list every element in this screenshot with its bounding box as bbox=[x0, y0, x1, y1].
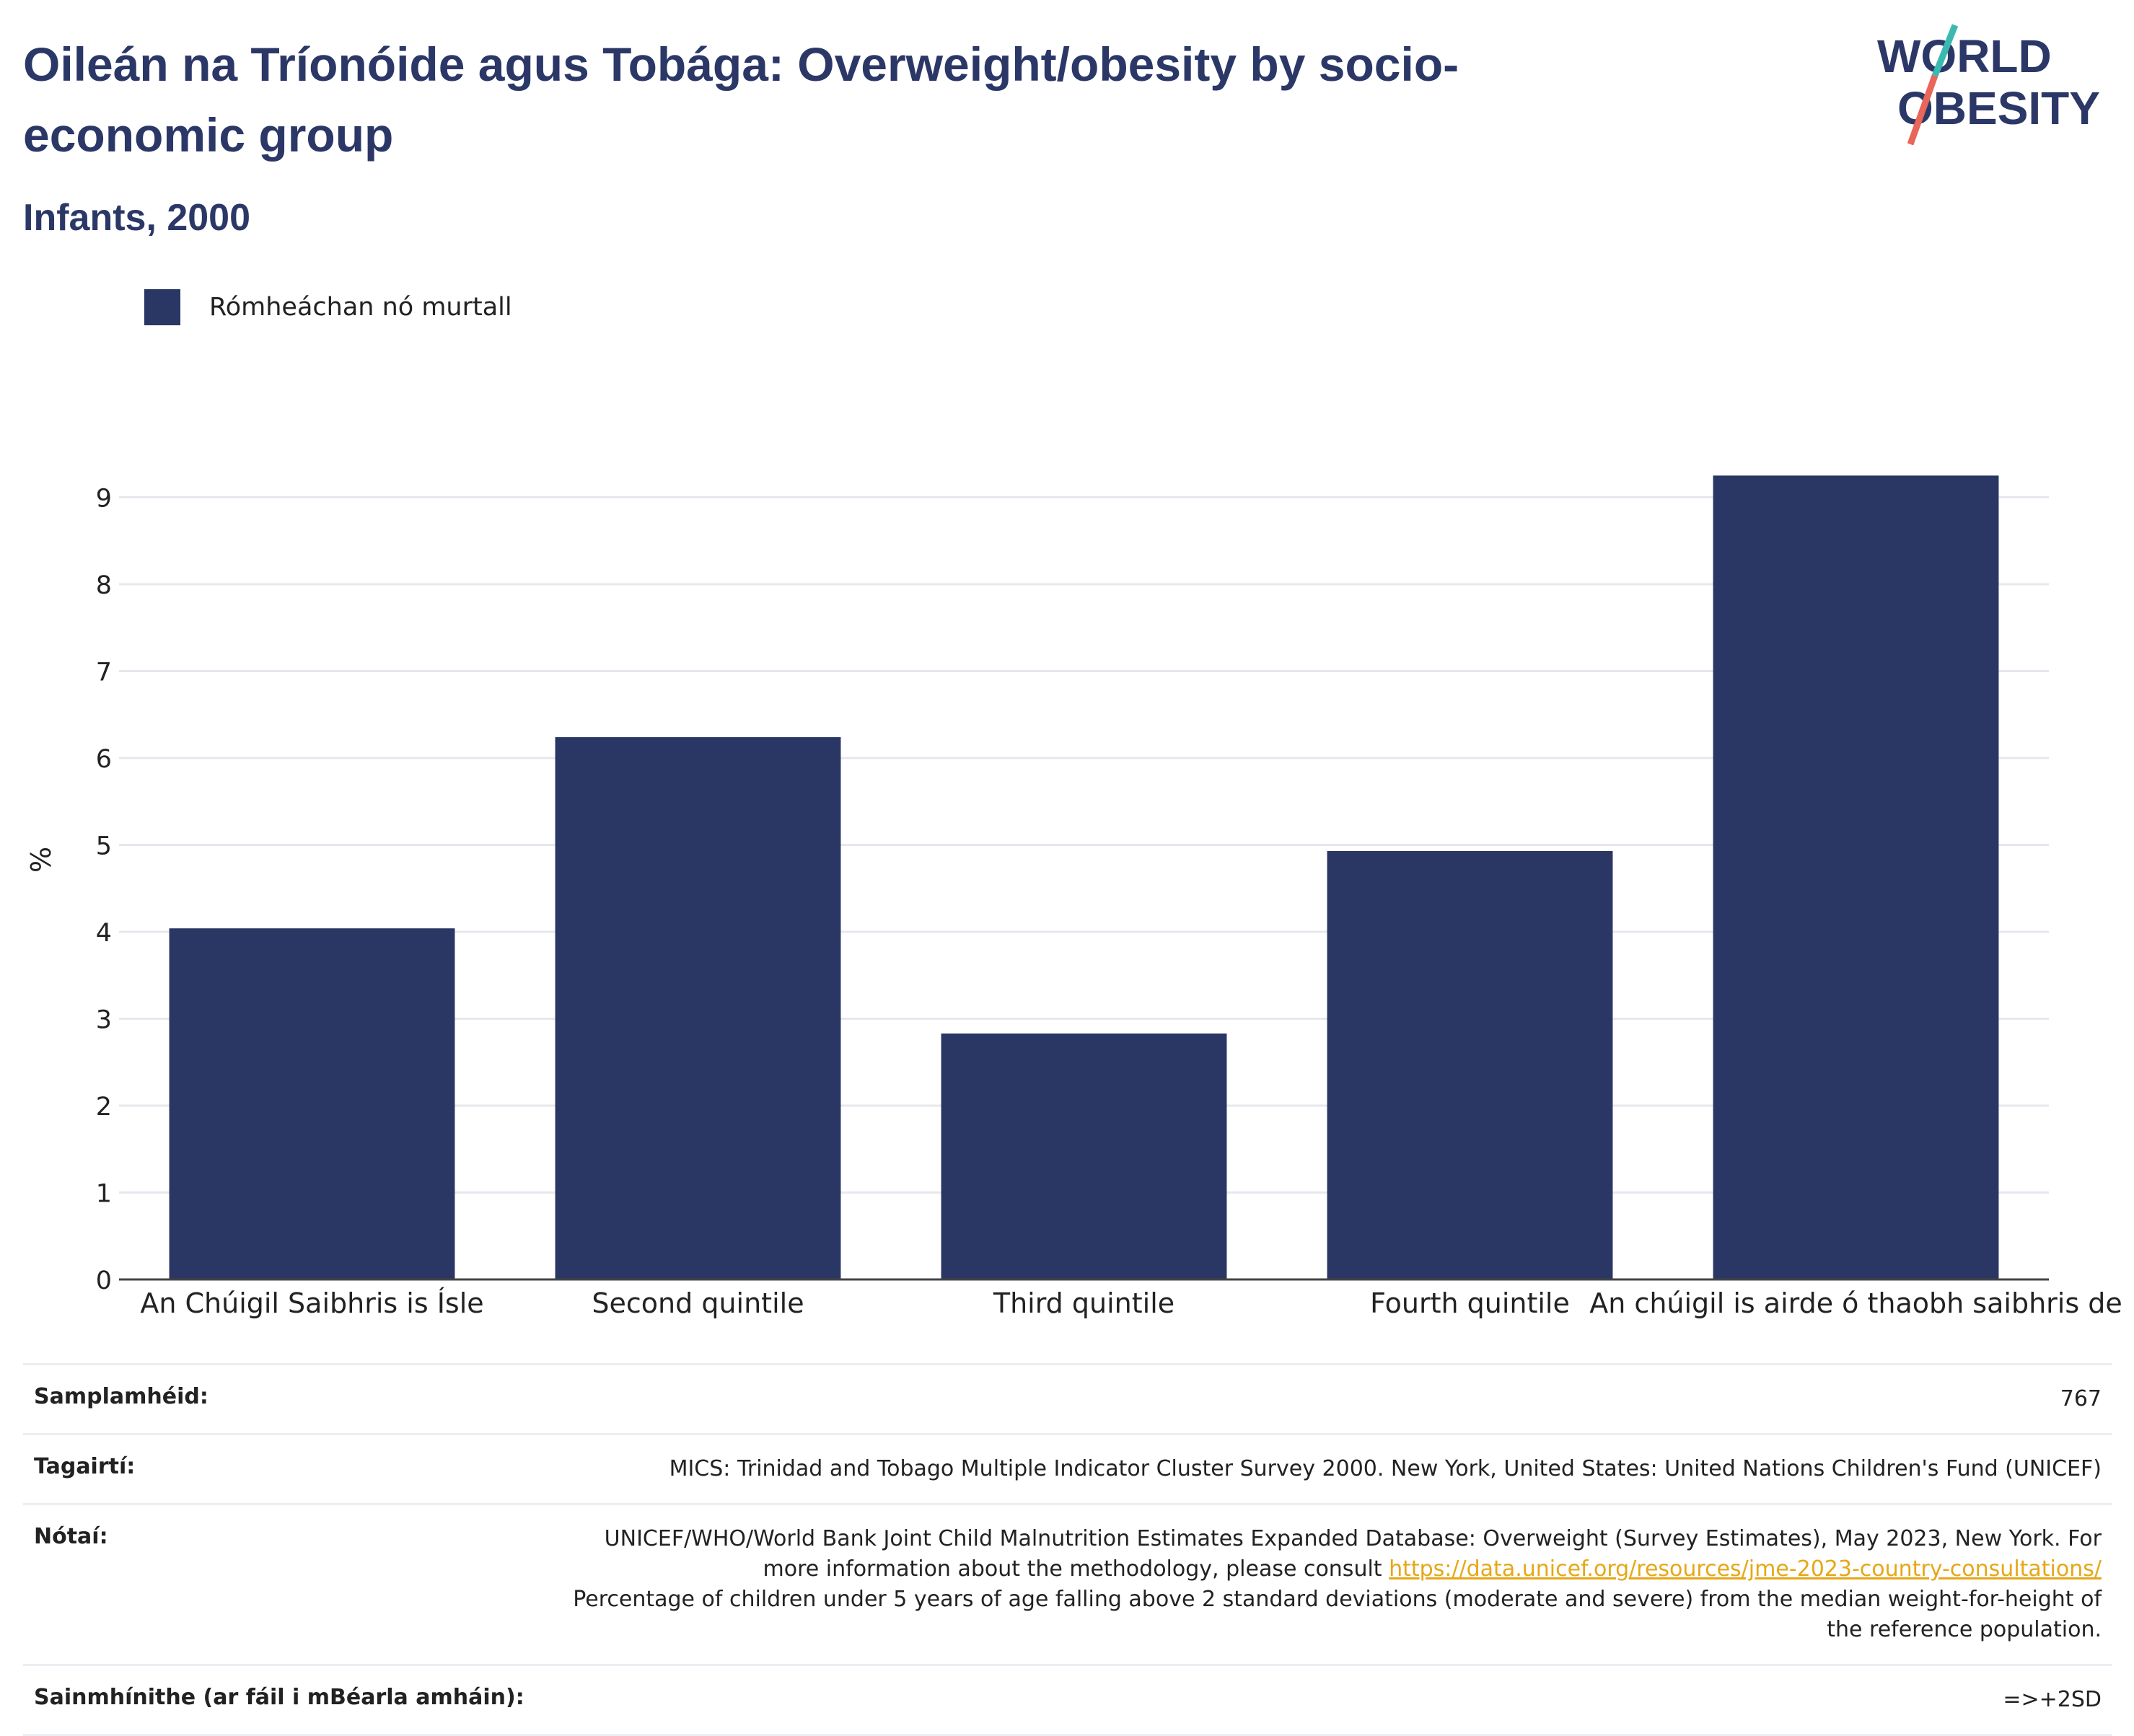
world-obesity-logo[interactable]: WORLD OBESITY bbox=[1876, 22, 2121, 151]
y-tick-label: 8 bbox=[96, 571, 112, 600]
x-tick-label: An Chúigil Saibhris is Ísle bbox=[140, 1287, 483, 1319]
notes-text-2: Percentage of children under 5 years of … bbox=[573, 1587, 2102, 1642]
y-tick-label: 1 bbox=[96, 1180, 112, 1209]
x-tick-label: Second quintile bbox=[592, 1287, 804, 1319]
notes-link[interactable]: https://data.unicef.org/resources/jme-20… bbox=[1389, 1556, 2102, 1582]
chart-title: Oileán na Tríonóide agus Tobága: Overwei… bbox=[23, 38, 1459, 162]
notes-text: UNICEF/WHO/World Bank Joint Child Malnut… bbox=[604, 1526, 2102, 1582]
bar[interactable] bbox=[1327, 850, 1613, 1279]
bar-chart: 0 1 2 3 4 5 6 7 8 9 An Chúigil Saibhris is Ísle Sec… bbox=[25, 475, 2122, 1319]
chart-legend[interactable]: Rómheáchan nó murtall bbox=[144, 288, 512, 326]
metadata-table: Samplamhéid: 767 Tagairtí: MICS: Trinida… bbox=[23, 1363, 2112, 1736]
bar[interactable] bbox=[169, 928, 455, 1279]
logo-slash-red bbox=[1907, 74, 1938, 146]
legend-label: Rómheáchan nó murtall bbox=[209, 293, 512, 322]
y-tick-label: 4 bbox=[96, 919, 112, 948]
notes-value: UNICEF/WHO/World Bank Joint Child Malnut… bbox=[550, 1524, 2102, 1645]
meta-row-sample: Samplamhéid: 767 bbox=[23, 1363, 2112, 1433]
sample-size-label: Samplamhéid: bbox=[34, 1384, 208, 1409]
y-tick-label: 7 bbox=[96, 658, 112, 687]
x-tick-label: Fourth quintile bbox=[1370, 1287, 1570, 1319]
chart-subtitle: Infants, 2000 bbox=[23, 197, 251, 239]
bar[interactable] bbox=[1713, 475, 1999, 1279]
bar[interactable] bbox=[941, 1033, 1227, 1279]
definitions-label: Sainmhínithe (ar fáil i mBéarla amháin): bbox=[34, 1685, 524, 1710]
y-tick-label: 0 bbox=[96, 1266, 112, 1295]
meta-row-definitions: Sainmhínithe (ar fáil i mBéarla amháin):… bbox=[23, 1664, 2112, 1736]
y-tick-label: 9 bbox=[96, 485, 112, 514]
y-tick-label: 6 bbox=[96, 745, 112, 774]
x-tick-label: An chúigil is airde ó thaobh saibhris de bbox=[1589, 1287, 2122, 1319]
bar[interactable] bbox=[555, 737, 841, 1279]
logo-slash-teal bbox=[1931, 24, 1959, 77]
y-tick-label: 2 bbox=[96, 1093, 112, 1122]
y-tick-label: 3 bbox=[96, 1006, 112, 1035]
logo-word-world: WORLD bbox=[1877, 30, 2052, 82]
meta-row-references: Tagairtí: MICS: Trinidad and Tobago Mult… bbox=[23, 1433, 2112, 1503]
y-axis-title: % bbox=[25, 847, 57, 873]
references-value: MICS: Trinidad and Tobago Multiple Indic… bbox=[669, 1456, 2102, 1481]
meta-row-notes: Nótaí: UNICEF/WHO/World Bank Joint Child… bbox=[23, 1503, 2112, 1664]
notes-label: Nótaí: bbox=[34, 1524, 108, 1549]
legend-swatch bbox=[144, 289, 180, 325]
definitions-value: =>+2SD bbox=[2003, 1687, 2102, 1712]
sample-size-value: 767 bbox=[2060, 1386, 2102, 1411]
y-tick-label: 5 bbox=[96, 832, 112, 861]
references-label: Tagairtí: bbox=[34, 1454, 136, 1479]
x-tick-label: Third quintile bbox=[993, 1287, 1174, 1319]
